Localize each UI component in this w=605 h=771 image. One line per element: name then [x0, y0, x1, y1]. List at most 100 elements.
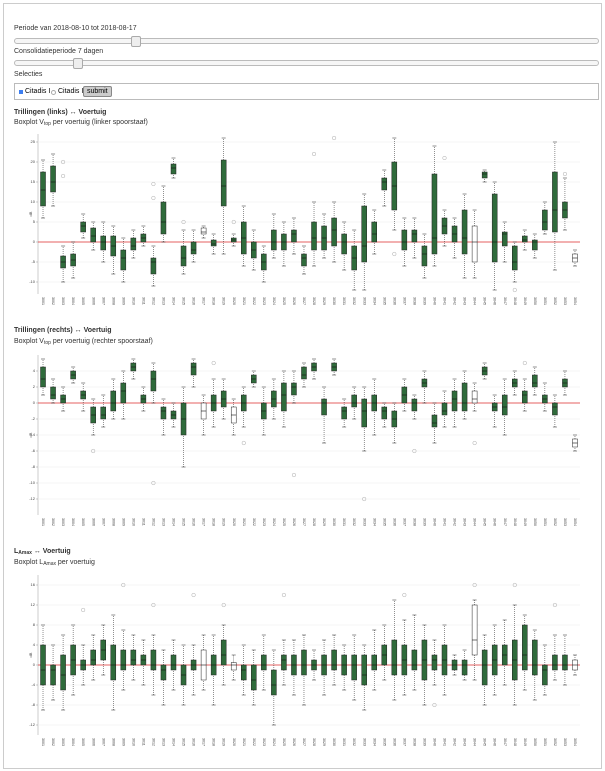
consolidation-slider[interactable] — [14, 58, 599, 69]
x-tick-label: 3039 — [422, 518, 426, 526]
box — [331, 217, 337, 247]
x-tick-label: 3029 — [322, 297, 326, 305]
x-tick-label: 3007 — [101, 738, 105, 746]
box — [50, 165, 56, 193]
x-tick-label: 3034 — [372, 738, 376, 746]
x-tick-label: 3049 — [523, 738, 527, 746]
x-tick-label: 3016 — [192, 297, 196, 305]
x-tick-label: 3043 — [463, 518, 467, 526]
x-tick-label: 3004 — [71, 518, 75, 526]
x-tick-label: 3021 — [242, 518, 246, 526]
box — [552, 171, 558, 233]
box — [411, 398, 418, 412]
box — [301, 253, 307, 267]
x-tick-label: 3051 — [543, 518, 547, 526]
x-tick-label: 3025 — [282, 738, 286, 746]
x-tick-label: 3036 — [392, 518, 396, 526]
x-tick-label: 3045 — [483, 738, 487, 746]
page-frame — [3, 3, 602, 769]
x-tick-label: 3021 — [242, 297, 246, 305]
slider-handle[interactable] — [73, 58, 83, 69]
box — [50, 664, 56, 686]
chart-subtitle-part: per voertuig (linker spoorstaaf) — [51, 119, 148, 126]
outlier — [121, 582, 126, 588]
period-label: Periode van 2018-08-10 tot 2018-08-17 — [14, 25, 137, 32]
x-tick-label: 3011 — [141, 518, 145, 526]
chart-subtitle: Boxplot Vtop per voertuig (rechter spoor… — [14, 338, 153, 346]
x-tick-label: 3003 — [61, 518, 65, 526]
box — [361, 398, 367, 428]
x-tick-label: 3045 — [483, 297, 487, 305]
x-tick-label: 3003 — [61, 738, 65, 746]
option-label[interactable]: Citadis I — [25, 88, 51, 95]
x-tick-label: 3048 — [513, 738, 517, 746]
x-tick-label: 3015 — [182, 738, 186, 746]
outlier — [151, 195, 156, 201]
chart-subtitle: Boxplot Vtop per voertuig (linker spoors… — [14, 119, 148, 127]
x-tick-label: 3009 — [121, 297, 125, 305]
period-slider[interactable] — [14, 36, 599, 47]
selections-label: Selecties — [14, 71, 43, 78]
consolidation-label: Consolidatieperiode 7 dagen — [14, 48, 104, 55]
x-tick-label: 3022 — [252, 297, 256, 305]
x-tick-label: 3034 — [372, 518, 376, 526]
box — [371, 221, 377, 243]
option-label[interactable]: Citadis II — [58, 88, 86, 95]
outlier — [562, 171, 567, 177]
x-tick-label: 3030 — [332, 738, 336, 746]
box — [241, 664, 247, 681]
box — [341, 406, 347, 420]
box — [331, 649, 337, 671]
y-tick-label: 4 — [33, 642, 36, 647]
x-tick-label: 3012 — [151, 297, 155, 305]
box — [40, 171, 46, 207]
x-tick-label: 3007 — [101, 297, 105, 305]
box — [271, 229, 277, 251]
box — [341, 233, 347, 255]
x-tick-label: 3019 — [222, 297, 226, 305]
slider-handle[interactable] — [131, 36, 141, 47]
submit-button[interactable]: submit — [83, 86, 112, 97]
box — [150, 257, 157, 275]
box — [90, 227, 96, 243]
x-tick-label: 3032 — [352, 738, 356, 746]
chart-subtitle-part: Boxplot L — [14, 559, 43, 566]
box — [481, 171, 488, 179]
radio[interactable] — [51, 90, 56, 95]
box — [281, 654, 287, 671]
chart-title-part: ↔ Voertuig — [32, 548, 71, 555]
box — [371, 654, 377, 671]
outlier — [392, 251, 397, 257]
box — [562, 654, 568, 671]
x-tick-label: 3019 — [222, 518, 226, 526]
x-tick-label: 3030 — [332, 518, 336, 526]
y-tick-label: -4 — [31, 432, 35, 437]
x-tick-label: 3024 — [272, 738, 276, 746]
box — [150, 649, 157, 671]
x-tick-label: 3003 — [61, 297, 65, 305]
x-tick-label: 3001 — [41, 738, 45, 746]
outlier — [512, 582, 517, 588]
x-tick-label: 3042 — [453, 518, 457, 526]
outlier — [191, 592, 196, 598]
box — [180, 245, 187, 267]
x-tick-label: 3018 — [212, 518, 216, 526]
outlier — [241, 440, 246, 446]
box — [311, 221, 317, 251]
box — [190, 241, 197, 255]
x-tick-label: 3036 — [392, 297, 396, 305]
box — [251, 664, 257, 691]
x-tick-label: 3007 — [101, 518, 105, 526]
x-tick-label: 3031 — [342, 297, 346, 305]
box — [301, 649, 307, 676]
x-tick-label: 3005 — [81, 518, 85, 526]
chart-title: Trillingen (rechts) ↔ Voertuig — [14, 327, 112, 334]
outlier — [211, 360, 216, 366]
box — [491, 193, 498, 263]
chart-title-part: L — [14, 548, 19, 555]
x-tick-label: 3035 — [382, 518, 386, 526]
outlier — [91, 448, 96, 454]
y-tick-label: -12 — [29, 722, 36, 727]
checkbox[interactable] — [19, 90, 23, 94]
outlier — [432, 702, 437, 708]
